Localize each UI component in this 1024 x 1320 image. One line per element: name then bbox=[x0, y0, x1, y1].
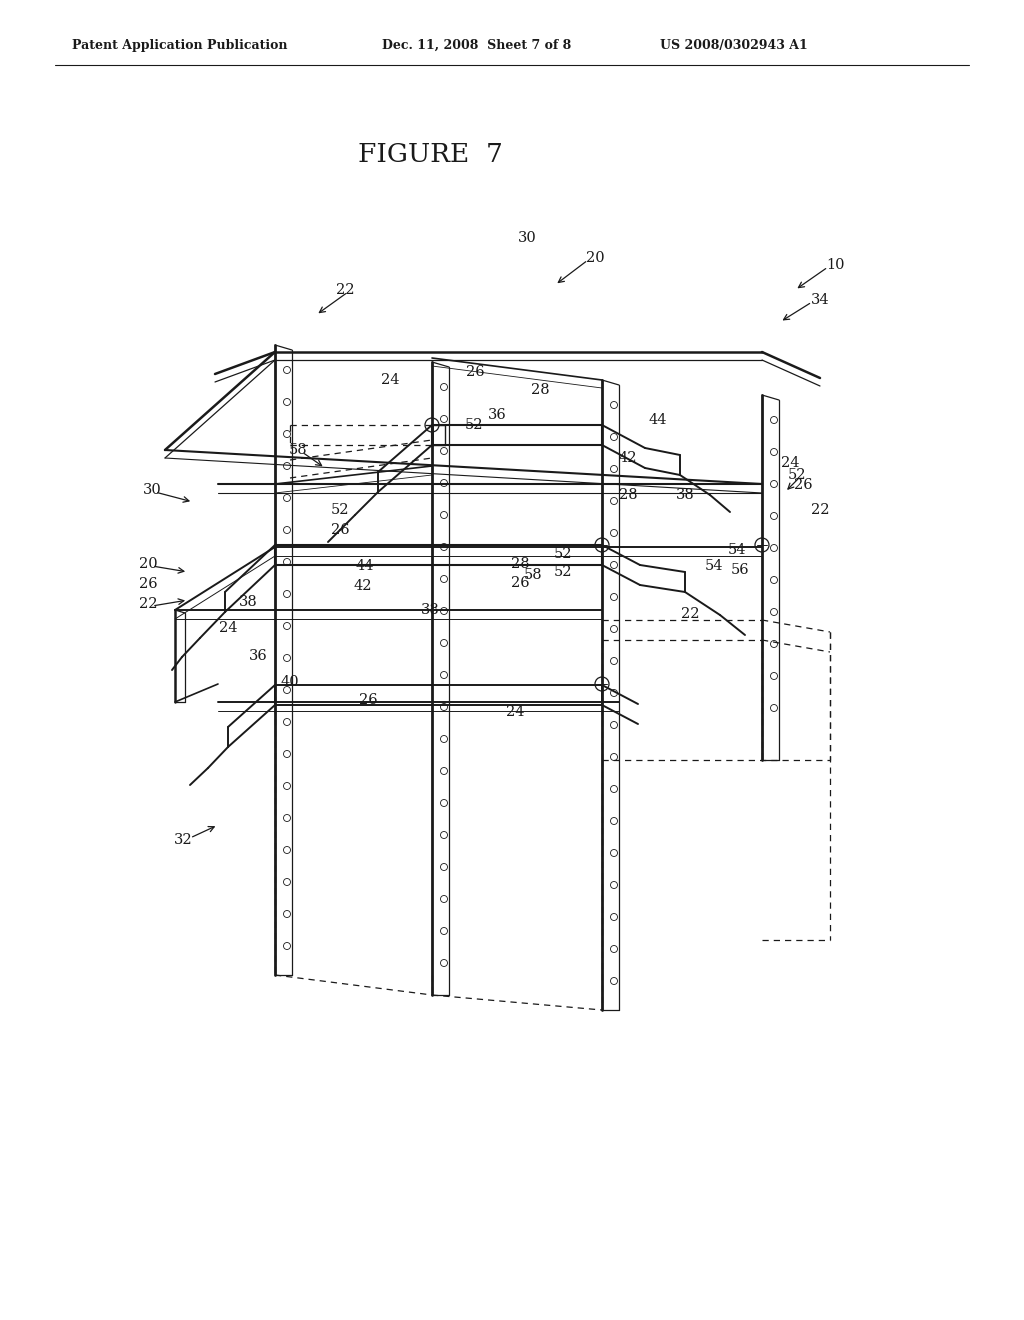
Text: 24: 24 bbox=[219, 620, 238, 635]
Text: 58: 58 bbox=[289, 444, 307, 457]
Text: 36: 36 bbox=[249, 649, 267, 663]
Text: 28: 28 bbox=[618, 488, 637, 502]
Text: 52: 52 bbox=[465, 418, 483, 432]
Text: 52: 52 bbox=[331, 503, 349, 517]
Text: 24: 24 bbox=[381, 374, 399, 387]
Text: 10: 10 bbox=[825, 257, 844, 272]
Text: 52: 52 bbox=[554, 565, 572, 579]
Text: 54: 54 bbox=[705, 558, 723, 573]
Text: 20: 20 bbox=[138, 557, 158, 572]
Text: 52: 52 bbox=[787, 469, 806, 482]
Text: 24: 24 bbox=[506, 705, 524, 719]
Text: 38: 38 bbox=[239, 595, 257, 609]
Text: 32: 32 bbox=[174, 833, 193, 847]
Text: 44: 44 bbox=[355, 558, 374, 573]
Text: 22: 22 bbox=[811, 503, 829, 517]
Text: 28: 28 bbox=[530, 383, 549, 397]
Text: 26: 26 bbox=[358, 693, 377, 708]
Text: 44: 44 bbox=[649, 413, 668, 426]
Text: 28: 28 bbox=[511, 557, 529, 572]
Text: 38: 38 bbox=[676, 488, 694, 502]
Text: 26: 26 bbox=[511, 576, 529, 590]
Text: 26: 26 bbox=[138, 577, 158, 591]
Text: 22: 22 bbox=[336, 282, 354, 297]
Text: 20: 20 bbox=[586, 251, 604, 265]
Text: 42: 42 bbox=[618, 451, 637, 465]
Text: 26: 26 bbox=[331, 523, 349, 537]
Text: US 2008/0302943 A1: US 2008/0302943 A1 bbox=[660, 38, 808, 51]
Text: 24: 24 bbox=[780, 455, 800, 470]
Text: 26: 26 bbox=[794, 478, 812, 492]
Text: Dec. 11, 2008  Sheet 7 of 8: Dec. 11, 2008 Sheet 7 of 8 bbox=[382, 38, 571, 51]
Text: 30: 30 bbox=[142, 483, 162, 498]
Text: FIGURE  7: FIGURE 7 bbox=[357, 143, 503, 168]
Text: Patent Application Publication: Patent Application Publication bbox=[72, 38, 288, 51]
Text: 56: 56 bbox=[731, 564, 750, 577]
Text: 58: 58 bbox=[523, 568, 543, 582]
Text: 40: 40 bbox=[281, 675, 299, 689]
Text: 54: 54 bbox=[728, 543, 746, 557]
Text: 36: 36 bbox=[487, 408, 507, 422]
Text: 30: 30 bbox=[517, 231, 537, 246]
Text: 38: 38 bbox=[421, 603, 439, 616]
Text: 42: 42 bbox=[353, 579, 373, 593]
Text: 26: 26 bbox=[466, 366, 484, 379]
Text: 22: 22 bbox=[138, 597, 158, 611]
Text: 22: 22 bbox=[681, 607, 699, 620]
Text: 34: 34 bbox=[811, 293, 829, 308]
Text: 52: 52 bbox=[554, 546, 572, 561]
